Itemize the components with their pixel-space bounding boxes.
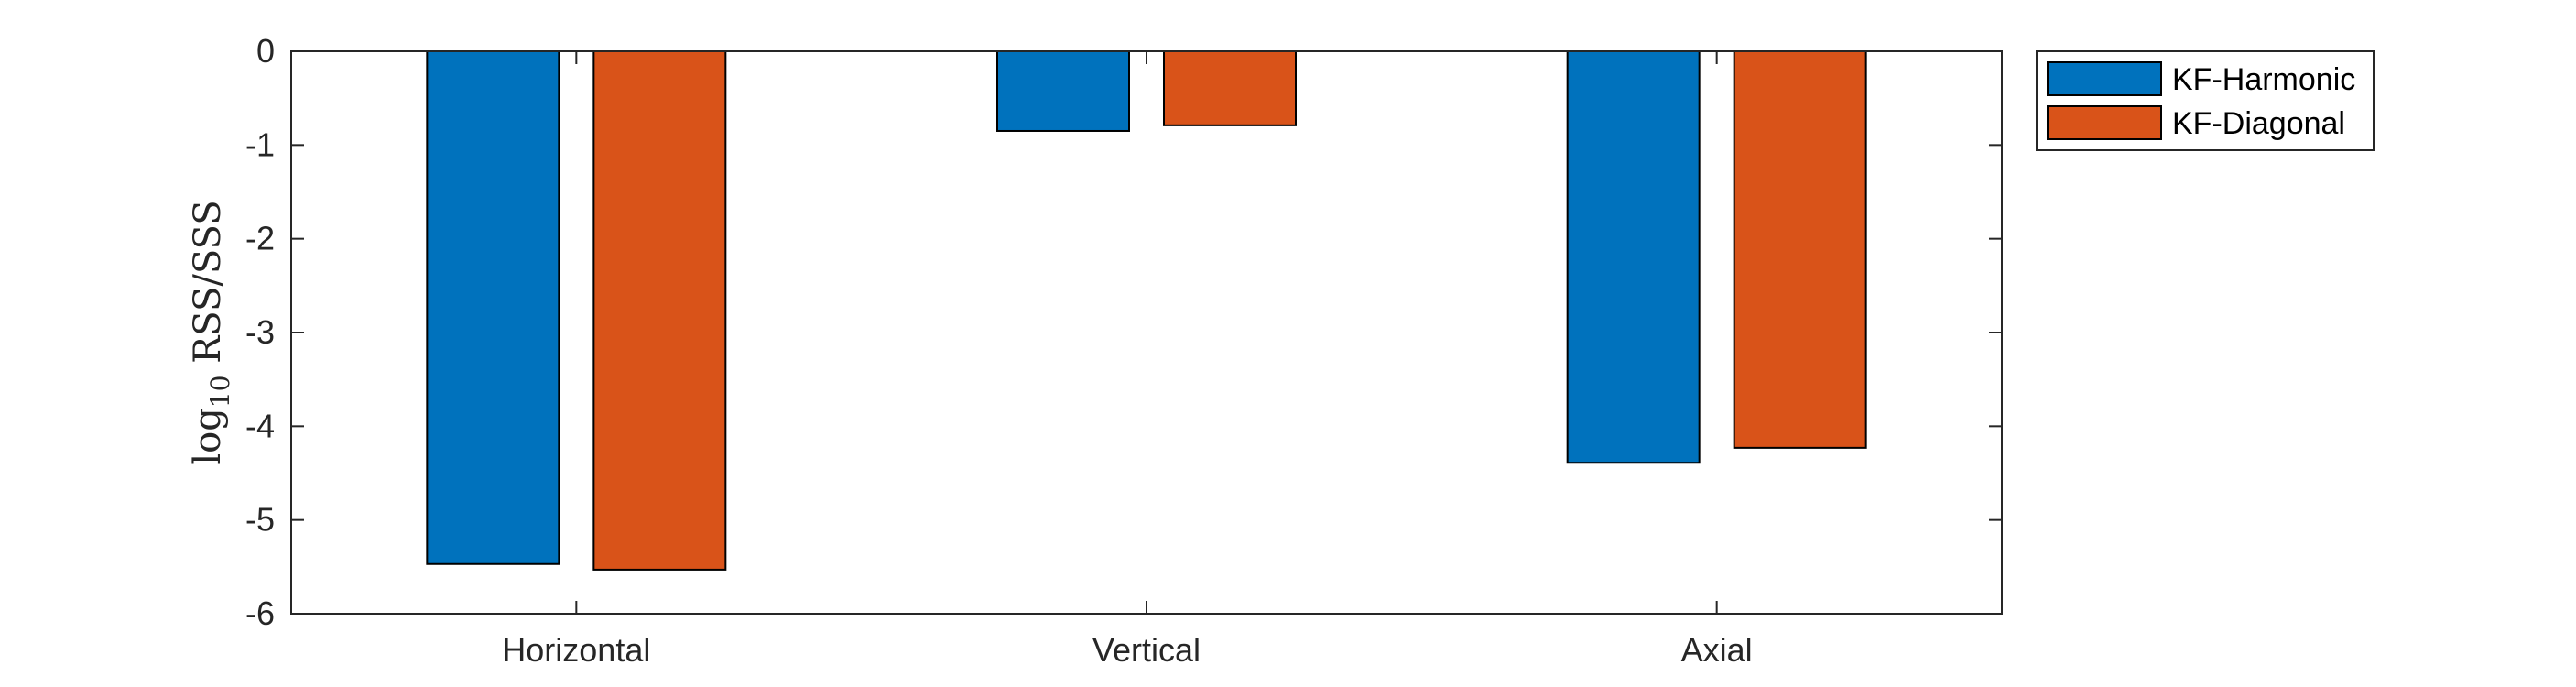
legend-label-kf-diagonal: KF-Diagonal <box>2172 106 2345 141</box>
legend-swatch-kf-diagonal <box>2047 105 2162 140</box>
bar-kf-harmonic-axial <box>1566 50 1701 464</box>
xtick-label-axial: Axial <box>1681 631 1753 669</box>
ytick-label: -1 <box>245 125 275 163</box>
ytick-labels: 0 -1 -2 -3 -4 -5 -6 <box>245 32 275 632</box>
y-axis-label-subscript: 10 <box>205 376 235 409</box>
ytick-label: -4 <box>245 407 275 444</box>
ytick-label: -5 <box>245 501 275 539</box>
ytick-label: 0 <box>256 32 275 70</box>
ytick-label: -6 <box>245 594 275 632</box>
bar-kf-diagonal-horizontal <box>592 50 727 571</box>
y-axis-label-rest: RSS/SSS <box>187 200 229 375</box>
y-axis-label-log: log <box>187 408 229 464</box>
y-axis-label: log10 RSS/SSS <box>187 200 235 464</box>
bar-kf-harmonic-horizontal <box>426 50 560 565</box>
xtick-label-horizontal: Horizontal <box>502 631 650 669</box>
ytick-label: -2 <box>245 220 275 257</box>
ticks-layer <box>291 50 2002 615</box>
ytick-label: -3 <box>245 313 275 351</box>
bar-kf-diagonal-vertical <box>1163 50 1297 126</box>
legend-label-kf-harmonic: KF-Harmonic <box>2172 62 2355 97</box>
legend-swatch-kf-harmonic <box>2047 61 2162 96</box>
bar-kf-harmonic-vertical <box>996 50 1130 132</box>
xtick-labels: Horizontal Vertical Axial <box>502 631 1752 669</box>
plot-background <box>291 51 2002 614</box>
bar-kf-diagonal-axial <box>1733 50 1867 449</box>
bars-layer <box>426 50 1867 571</box>
xtick-label-vertical: Vertical <box>1092 631 1201 669</box>
legend: KF-Harmonic KF-Diagonal <box>2036 50 2375 151</box>
